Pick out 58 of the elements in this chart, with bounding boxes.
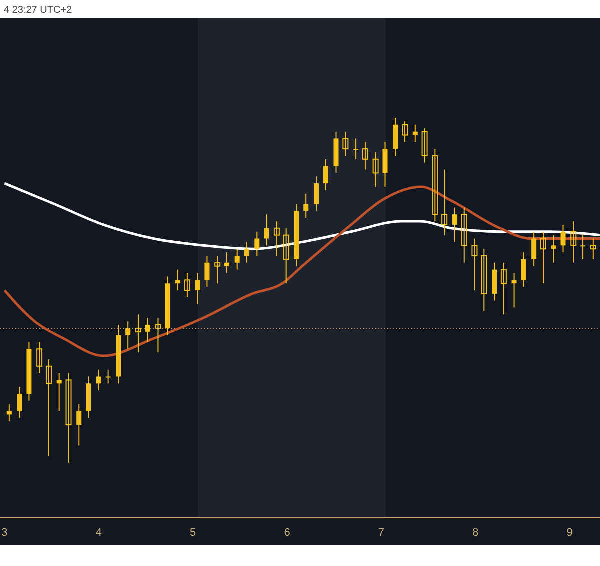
candlestick (283, 228, 290, 284)
candlestick (323, 158, 328, 191)
x-tick-label: 8 (472, 526, 479, 539)
candlestick (560, 224, 566, 254)
candlestick (570, 221, 577, 264)
candlestick (135, 314, 142, 354)
candlestick (314, 176, 319, 212)
x-tick-label: 6 (284, 526, 290, 539)
x-tick-label: 4 (96, 526, 102, 539)
candlestick (145, 318, 150, 343)
candlestick (184, 272, 190, 298)
x-tick-label: 3 (2, 526, 8, 539)
candlestick (46, 359, 52, 457)
x-tick-label: 7 (378, 526, 385, 539)
candlestick (214, 256, 221, 284)
candlestick (540, 231, 546, 284)
candlestick (590, 238, 596, 260)
candlestick (264, 214, 270, 246)
candlestick (254, 231, 260, 256)
candlestick (17, 386, 22, 419)
candlestick (96, 369, 102, 392)
candlestick (204, 256, 210, 288)
candlestick (176, 269, 181, 291)
candlestick (76, 404, 82, 446)
candlestick (304, 193, 309, 219)
candlestick (512, 272, 517, 308)
candlestick (402, 120, 408, 143)
candlestick (532, 231, 537, 267)
candlestick (461, 207, 468, 264)
candlestick (274, 221, 280, 256)
candlestick (224, 252, 230, 274)
candlestick (155, 318, 162, 354)
candlestick (106, 369, 111, 384)
candlestick (36, 342, 43, 374)
text: 4 23:27 UTC+2 (4, 5, 73, 16)
candlestick (422, 128, 428, 164)
candlestick (126, 321, 131, 350)
candlestick (432, 148, 438, 222)
candlestick (500, 262, 507, 316)
candlestick (442, 169, 448, 236)
candlestick (354, 138, 359, 160)
candlestick (56, 372, 62, 412)
candlestick (244, 242, 250, 264)
x-tick-label: 5 (190, 526, 196, 539)
candlestick (372, 152, 379, 188)
candlestick (234, 248, 240, 270)
candlestick (521, 252, 526, 288)
candlestick (580, 234, 586, 260)
candlestick (342, 131, 349, 156)
candlestick (412, 124, 418, 143)
candlestick (551, 234, 556, 264)
candlestick (452, 207, 458, 243)
candlestick (362, 142, 368, 170)
x-tick-label: 9 (566, 526, 573, 539)
candlestick (66, 372, 72, 464)
candlestick (481, 248, 488, 312)
candlestick (472, 238, 478, 291)
candlestick (195, 272, 200, 305)
